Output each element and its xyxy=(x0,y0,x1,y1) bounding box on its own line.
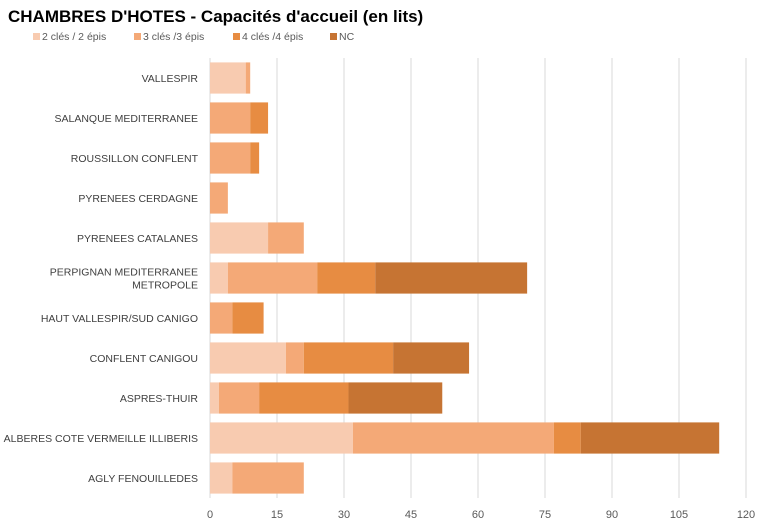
legend-label-4-cles-4-epis: 4 clés /4 épis xyxy=(242,31,303,43)
bar-perpignan-mediterranee-metropole-2-cles-2-epis xyxy=(210,262,228,294)
x-tick-label-60: 60 xyxy=(472,509,484,521)
category-label-vallespir: VALLESPIR xyxy=(142,73,199,85)
bar-conflent-canigou-4-cles-4-epis xyxy=(303,342,394,374)
legend-label-2-cles-2-epis: 2 clés / 2 épis xyxy=(42,31,106,43)
bar-pyrenees-catalanes-2-cles-2-epis xyxy=(210,222,269,254)
bar-aspres-thuir-nc xyxy=(348,382,443,414)
legend-swatch-3-cles-3-epis xyxy=(134,33,141,40)
bar-perpignan-mediterranee-metropole-nc xyxy=(375,262,528,294)
bar-perpignan-mediterranee-metropole-3-cles-3-epis xyxy=(227,262,318,294)
category-label-roussillon-conflent: ROUSSILLON CONFLENT xyxy=(71,153,199,165)
category-label-conflent-canigou: CONFLENT CANIGOU xyxy=(90,353,198,365)
bar-vallespir-2-cles-2-epis xyxy=(210,62,246,94)
bar-haut-vallespir-sud-canigo-3-cles-3-epis xyxy=(210,302,233,334)
bar-roussillon-conflent-3-cles-3-epis xyxy=(210,142,251,174)
bar-aspres-thuir-2-cles-2-epis xyxy=(210,382,219,414)
x-tick-label-105: 105 xyxy=(670,509,688,521)
bar-conflent-canigou-2-cles-2-epis xyxy=(210,342,286,374)
legend-swatch-2-cles-2-epis xyxy=(33,33,40,40)
category-label-pyrenees-catalanes: PYRENEES CATALANES xyxy=(77,233,198,245)
bars xyxy=(210,62,720,494)
bar-alberes-cote-vermeille-illiberis-2-cles-2-epis xyxy=(210,422,353,454)
bar-alberes-cote-vermeille-illiberis-3-cles-3-epis xyxy=(352,422,554,454)
x-tick-label-0: 0 xyxy=(207,509,213,521)
bar-agly-fenouilledes-2-cles-2-epis xyxy=(210,462,233,494)
legend-swatch-4-cles-4-epis xyxy=(233,33,240,40)
bar-conflent-canigou-3-cles-3-epis xyxy=(285,342,304,374)
category-label-agly-fenouilledes: AGLY FENOUILLEDES xyxy=(88,473,198,485)
bar-salanque-mediterranee-4-cles-4-epis xyxy=(250,102,269,134)
bar-pyrenees-cerdagne-3-cles-3-epis xyxy=(210,182,228,214)
legend-swatch-nc xyxy=(330,33,337,40)
bar-aspres-thuir-4-cles-4-epis xyxy=(259,382,349,414)
x-tick-label-15: 15 xyxy=(271,509,283,521)
x-tick-label-90: 90 xyxy=(606,509,618,521)
legend: 2 clés / 2 épis 3 clés /3 épis 4 clés /4 é… xyxy=(33,31,355,43)
category-label-pyrenees-cerdagne: PYRENEES CERDAGNE xyxy=(78,193,198,205)
x-axis-tick-labels: 0 15 30 45 60 75 90 105 120 xyxy=(207,509,755,521)
bar-haut-vallespir-sud-canigo-4-cles-4-epis xyxy=(232,302,264,334)
bar-conflent-canigou-nc xyxy=(393,342,470,374)
category-labels: VALLESPIR SALANQUE MEDITERRANEE ROUSSILLON… xyxy=(4,73,199,485)
bar-alberes-cote-vermeille-illiberis-4-cles-4-epis xyxy=(553,422,581,454)
legend-label-3-cles-3-epis: 3 clés /3 épis xyxy=(143,31,204,43)
x-tick-label-30: 30 xyxy=(338,509,350,521)
bar-salanque-mediterranee-3-cles-3-epis xyxy=(210,102,251,134)
bar-vallespir-3-cles-3-epis xyxy=(245,62,251,94)
bar-perpignan-mediterranee-metropole-4-cles-4-epis xyxy=(317,262,376,294)
category-label-haut-vallespir-sud-canigo: HAUT VALLESPIR/SUD CANIGO xyxy=(41,313,198,325)
chart-title: CHAMBRES D'HOTES - Capacités d'accueil (… xyxy=(8,7,423,26)
category-label-alberes-cote-vermeille-illiberis: ALBERES COTE VERMEILLE ILLIBERIS xyxy=(4,433,198,445)
bar-alberes-cote-vermeille-illiberis-nc xyxy=(580,422,720,454)
bar-agly-fenouilledes-3-cles-3-epis xyxy=(232,462,304,494)
category-label-perpignan-mediterranee-metropole: PERPIGNAN MEDITERRANEE METROPOLE xyxy=(50,267,198,292)
legend-label-nc: NC xyxy=(339,31,355,43)
category-label-aspres-thuir: ASPRES-THUIR xyxy=(120,393,199,405)
bar-pyrenees-catalanes-3-cles-3-epis xyxy=(268,222,304,254)
category-label-salanque-mediterranee: SALANQUE MEDITERRANEE xyxy=(54,113,198,125)
bar-aspres-thuir-3-cles-3-epis xyxy=(218,382,260,414)
x-tick-label-75: 75 xyxy=(539,509,551,521)
x-tick-label-45: 45 xyxy=(405,509,417,521)
bar-roussillon-conflent-4-cles-4-epis xyxy=(250,142,260,174)
x-tick-label-120: 120 xyxy=(737,509,755,521)
